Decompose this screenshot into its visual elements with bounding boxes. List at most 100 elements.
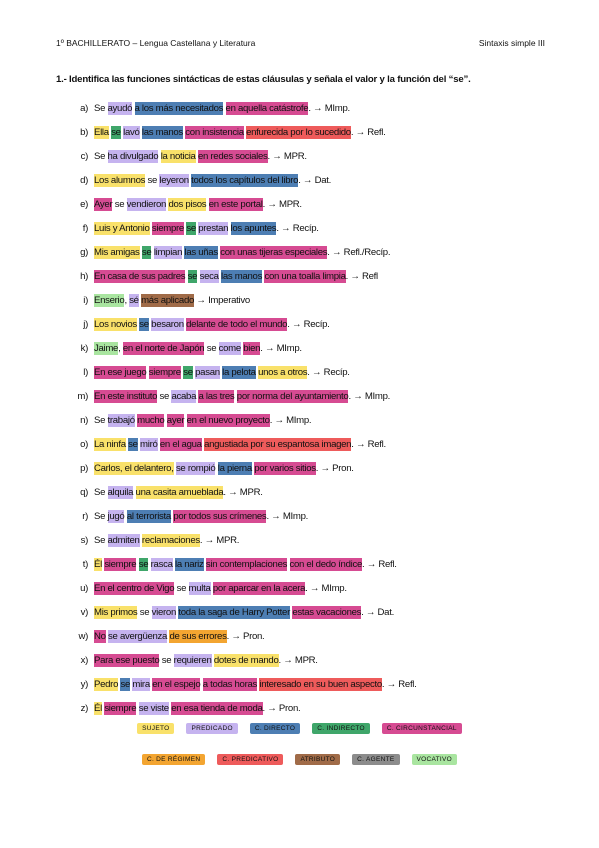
highlight: dos pisos	[168, 197, 207, 211]
highlight: por norma del ayuntamiento	[236, 389, 349, 403]
item: e) Ayer se vendieron dos pisos en este po…	[62, 192, 417, 216]
highlight: multa	[188, 581, 211, 595]
highlight: Mis primos	[94, 605, 138, 619]
highlight: en el espejo	[152, 677, 201, 691]
item: t) Él siempre se rasca la nariz sin conte…	[62, 552, 417, 576]
item: x) Para ese puesto se requieren dotes de …	[62, 648, 417, 672]
highlight: lavó	[123, 125, 140, 139]
highlight: en esa tienda de moda	[171, 701, 263, 715]
highlight: requieren	[173, 653, 212, 667]
highlight: con una toalla limpia	[264, 269, 346, 283]
item-letter: c)	[80, 150, 89, 162]
highlight: en redes sociales	[197, 149, 268, 163]
item: y) Pedro se mira en el espejo a todas hor…	[62, 672, 417, 696]
item: w) No se avergüenza de sus errores. → Pro…	[62, 624, 417, 648]
highlight: las uñas	[184, 245, 218, 259]
legend-entry: C. INDIRECTO	[312, 723, 370, 734]
text: Se	[94, 102, 106, 114]
item-text: Los novios se besaron delante de todo el…	[94, 317, 330, 331]
highlight: acaba	[171, 389, 197, 403]
item-letter: h)	[80, 270, 88, 282]
highlight: trabajó	[107, 413, 135, 427]
item-letter: q)	[80, 486, 88, 498]
highlight: se	[120, 677, 131, 691]
highlight: interesado en su buen aspecto	[259, 677, 382, 691]
highlight: Luis y Antonio	[94, 221, 150, 235]
highlight: En ese juego	[94, 365, 147, 379]
highlight: Mis amigas	[94, 245, 140, 259]
highlight: angustiada por su espantosa imagen	[204, 437, 352, 451]
highlight: Enserio	[94, 293, 125, 307]
result: . → MImp.	[305, 582, 347, 594]
highlight: se rompió	[175, 461, 216, 475]
item: z) Él siempre se viste en esa tienda de m…	[62, 696, 417, 720]
item-text: Se admiten reclamaciones. → MPR.	[94, 533, 240, 547]
highlight: a los más necesitados	[134, 101, 224, 115]
highlight: la nariz	[174, 557, 204, 571]
highlight: todos los capítulos del libro	[191, 173, 299, 187]
highlight: a todas horas	[202, 677, 257, 691]
result: . → Refl.	[350, 126, 386, 138]
highlight: jugó	[107, 509, 125, 523]
highlight: No	[94, 629, 106, 643]
highlight: siempre	[151, 221, 184, 235]
highlight: se	[111, 125, 121, 139]
text: ,	[124, 294, 127, 306]
highlight: se	[139, 317, 149, 331]
item: p) Carlos, el delantero, se rompió la pie…	[62, 456, 417, 480]
item-letter: l)	[83, 366, 88, 378]
highlight: se	[138, 557, 149, 571]
highlight: se	[183, 365, 193, 379]
highlight: leyeron	[159, 173, 189, 187]
highlight: besaron	[151, 317, 184, 331]
highlight: en el agua	[159, 437, 202, 451]
item-letter: k)	[80, 342, 89, 354]
item: f) Luis y Antonio siempre se prestan los …	[62, 216, 417, 240]
result: . → Pron.	[315, 462, 354, 474]
item: d) Los alumnos se leyeron todos los capít…	[62, 168, 417, 192]
item-letter: t)	[82, 558, 89, 570]
highlight: Pedro	[94, 677, 119, 691]
item-text: Se jugó al terrorista por todos sus crím…	[94, 509, 308, 523]
item: v) Mis primos se vieron toda la saga de H…	[62, 600, 417, 624]
item: c) Se ha divulgado la noticia en redes so…	[62, 144, 417, 168]
highlight: En casa de sus padres	[94, 269, 186, 283]
highlight: Jaime	[94, 341, 119, 355]
result: . → Recíp.	[276, 222, 319, 234]
item-letter: w)	[78, 630, 88, 642]
item-letter: d)	[80, 174, 88, 186]
result: . → Pron.	[262, 702, 301, 714]
item-text: No se avergüenza de sus errores. → Pron.	[94, 629, 265, 643]
item-text: En ese juego siempre se pasan la pelota …	[94, 365, 350, 379]
highlight: mira	[132, 677, 150, 691]
text: se	[114, 198, 125, 210]
item-letter: j)	[83, 318, 88, 330]
item-text: En este instituto se acaba a las tres po…	[94, 389, 390, 403]
highlight: la pierna	[217, 461, 252, 475]
result: . → MImp.	[266, 510, 308, 522]
legend-entry: VOCATIVO	[411, 754, 458, 765]
item-text: Ayer se vendieron dos pisos en este port…	[94, 197, 302, 211]
highlight: vieron	[151, 605, 177, 619]
item: r) Se jugó al terrorista por todos sus cr…	[62, 504, 417, 528]
result: . → Refl.	[361, 558, 397, 570]
highlight: siempre	[148, 365, 181, 379]
highlight: ayer	[166, 413, 185, 427]
item: q) Se alquila una casita amueblada. → MPR…	[62, 480, 417, 504]
result: . → MPR.	[267, 150, 307, 162]
question: 1.- Identifica las funciones sintácticas…	[56, 74, 471, 85]
item-text: Mis primos se vieron toda la saga de Har…	[94, 605, 394, 619]
highlight: se	[186, 221, 196, 235]
highlight: ayudó	[107, 101, 133, 115]
result: . → MPR.	[199, 534, 240, 546]
item: u) En el centro de Vigo se multa por apar…	[62, 576, 417, 600]
result: . → Refl.	[381, 678, 417, 690]
highlight: En el centro de Vigo	[94, 581, 175, 595]
highlight: más aplicado	[141, 293, 195, 307]
item: o) La ninfa se miró en el agua angustiada…	[62, 432, 417, 456]
item-text: Jaime, en el norte de Japón se come bien…	[94, 341, 302, 355]
result: . → Refl.	[351, 438, 386, 450]
item-letter: b)	[80, 126, 88, 138]
result: . → MPR.	[278, 654, 318, 666]
